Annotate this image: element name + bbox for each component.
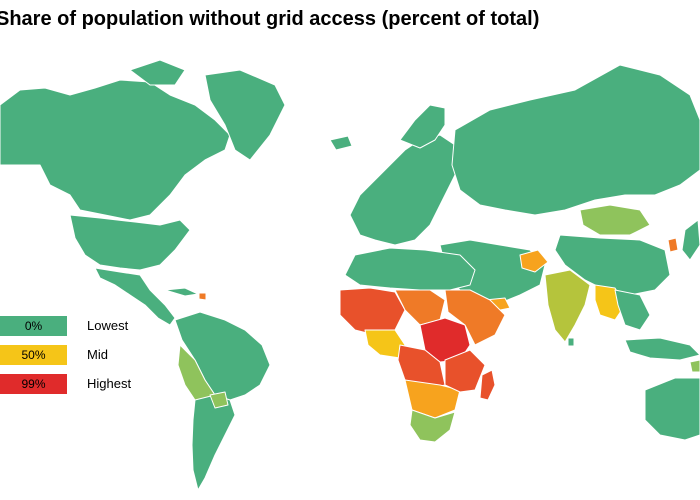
legend-value-mid: 50% — [21, 348, 46, 362]
region-india — [544, 269, 591, 343]
region-haiti — [198, 292, 207, 301]
region-china — [554, 234, 671, 296]
region-cuba — [164, 287, 199, 297]
region-russia — [451, 64, 700, 216]
region-greenland — [204, 69, 286, 161]
region-new-guinea — [689, 359, 700, 373]
region-scandinavia — [399, 104, 446, 149]
legend-label-highest: Highest — [87, 376, 132, 391]
legend-label-lowest: Lowest — [87, 318, 129, 333]
region-korea — [667, 237, 679, 253]
legend-value-lowest: 0% — [24, 319, 43, 333]
legend-swatch-mid: 50% — [0, 345, 67, 365]
region-madagascar — [479, 369, 496, 401]
region-mongolia — [579, 204, 651, 236]
region-sri-lanka — [567, 337, 575, 347]
region-japan — [681, 219, 700, 261]
region-east-southern-africa — [444, 349, 486, 393]
region-mexico-central-america — [94, 267, 176, 326]
region-indochina — [614, 289, 651, 331]
region-arctic-islands — [129, 59, 186, 86]
map-title: Share of population without grid access … — [0, 8, 540, 30]
region-canada-alaska — [0, 79, 231, 221]
region-south-africa — [409, 409, 456, 443]
region-north-africa — [344, 247, 476, 291]
legend-value-highest: 99% — [21, 377, 46, 391]
legend-swatch-lowest: 0% — [0, 316, 67, 336]
region-afghanistan — [519, 249, 549, 273]
region-iceland — [329, 135, 353, 151]
region-indonesia-philippines — [624, 337, 700, 361]
region-west-africa — [339, 287, 406, 336]
region-paraguay — [209, 391, 229, 409]
region-southern-south-america — [191, 394, 236, 491]
legend-swatch-highest: 99% — [0, 374, 67, 394]
region-europe — [349, 134, 461, 246]
region-east-africa — [444, 289, 506, 346]
region-australia — [644, 377, 700, 441]
legend-label-mid: Mid — [87, 347, 108, 362]
region-usa — [69, 214, 191, 271]
